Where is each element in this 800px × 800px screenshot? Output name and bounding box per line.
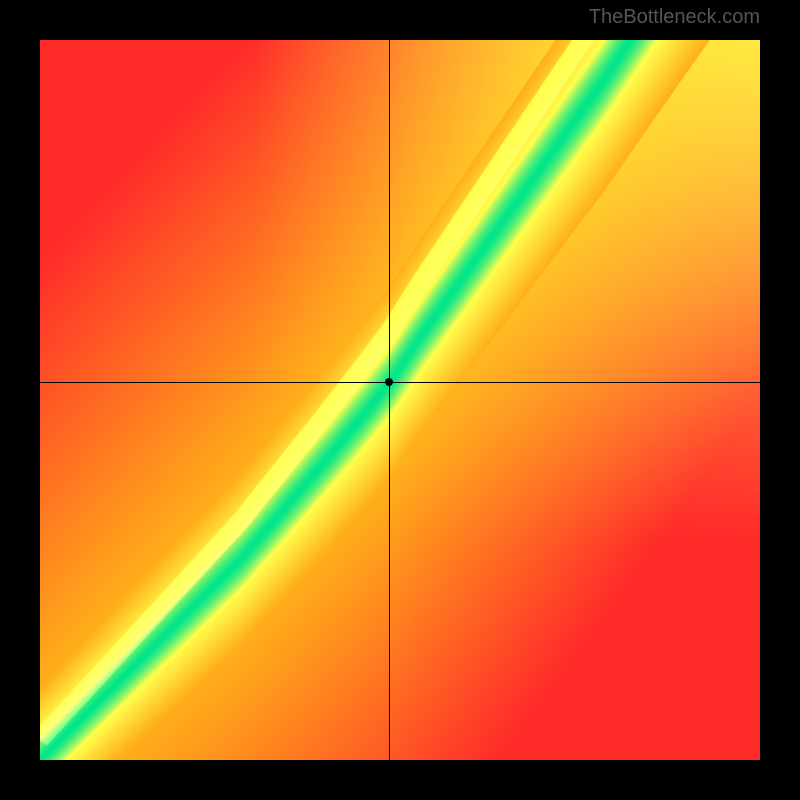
crosshair-vertical [389,40,390,760]
crosshair-horizontal [40,382,760,383]
heatmap-canvas [40,40,760,760]
crosshair-dot [385,378,393,386]
plot-area [40,40,760,760]
watermark-text: TheBottleneck.com [589,6,760,29]
